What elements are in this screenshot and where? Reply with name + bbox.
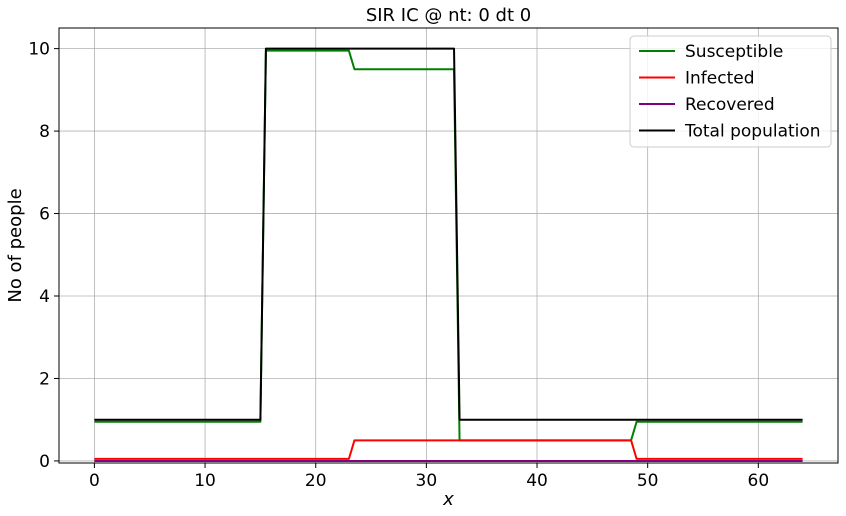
legend-label: Susceptible (685, 42, 783, 62)
legend-box (629, 35, 832, 148)
legend-label: Total population (684, 122, 821, 142)
x-tick-label: 0 (89, 471, 100, 491)
x-tick-label: 60 (748, 471, 770, 491)
x-tick-label: 10 (194, 471, 216, 491)
x-tick-label: 30 (416, 471, 438, 491)
x-tick-label: 50 (637, 471, 659, 491)
x-tick-label: 20 (305, 471, 327, 491)
y-tick-label: 10 (28, 40, 50, 60)
x-tick-label: 40 (526, 471, 548, 491)
series-line-infected (94, 439, 803, 460)
y-tick-label: 0 (39, 452, 50, 472)
legend-label: Infected (685, 69, 755, 89)
series-line-total-population (94, 47, 803, 421)
axes-frame (58, 27, 839, 464)
x-axis-label: x (442, 489, 454, 510)
y-tick-label: 4 (39, 287, 50, 307)
legend-label: Recovered (685, 95, 775, 115)
y-tick-label: 8 (39, 122, 50, 142)
y-tick-label: 2 (39, 369, 50, 389)
y-tick-label: 6 (39, 205, 50, 225)
chart-title: SIR IC @ nt: 0 dt 0 (366, 5, 531, 26)
y-axis-label: No of people (5, 188, 26, 302)
